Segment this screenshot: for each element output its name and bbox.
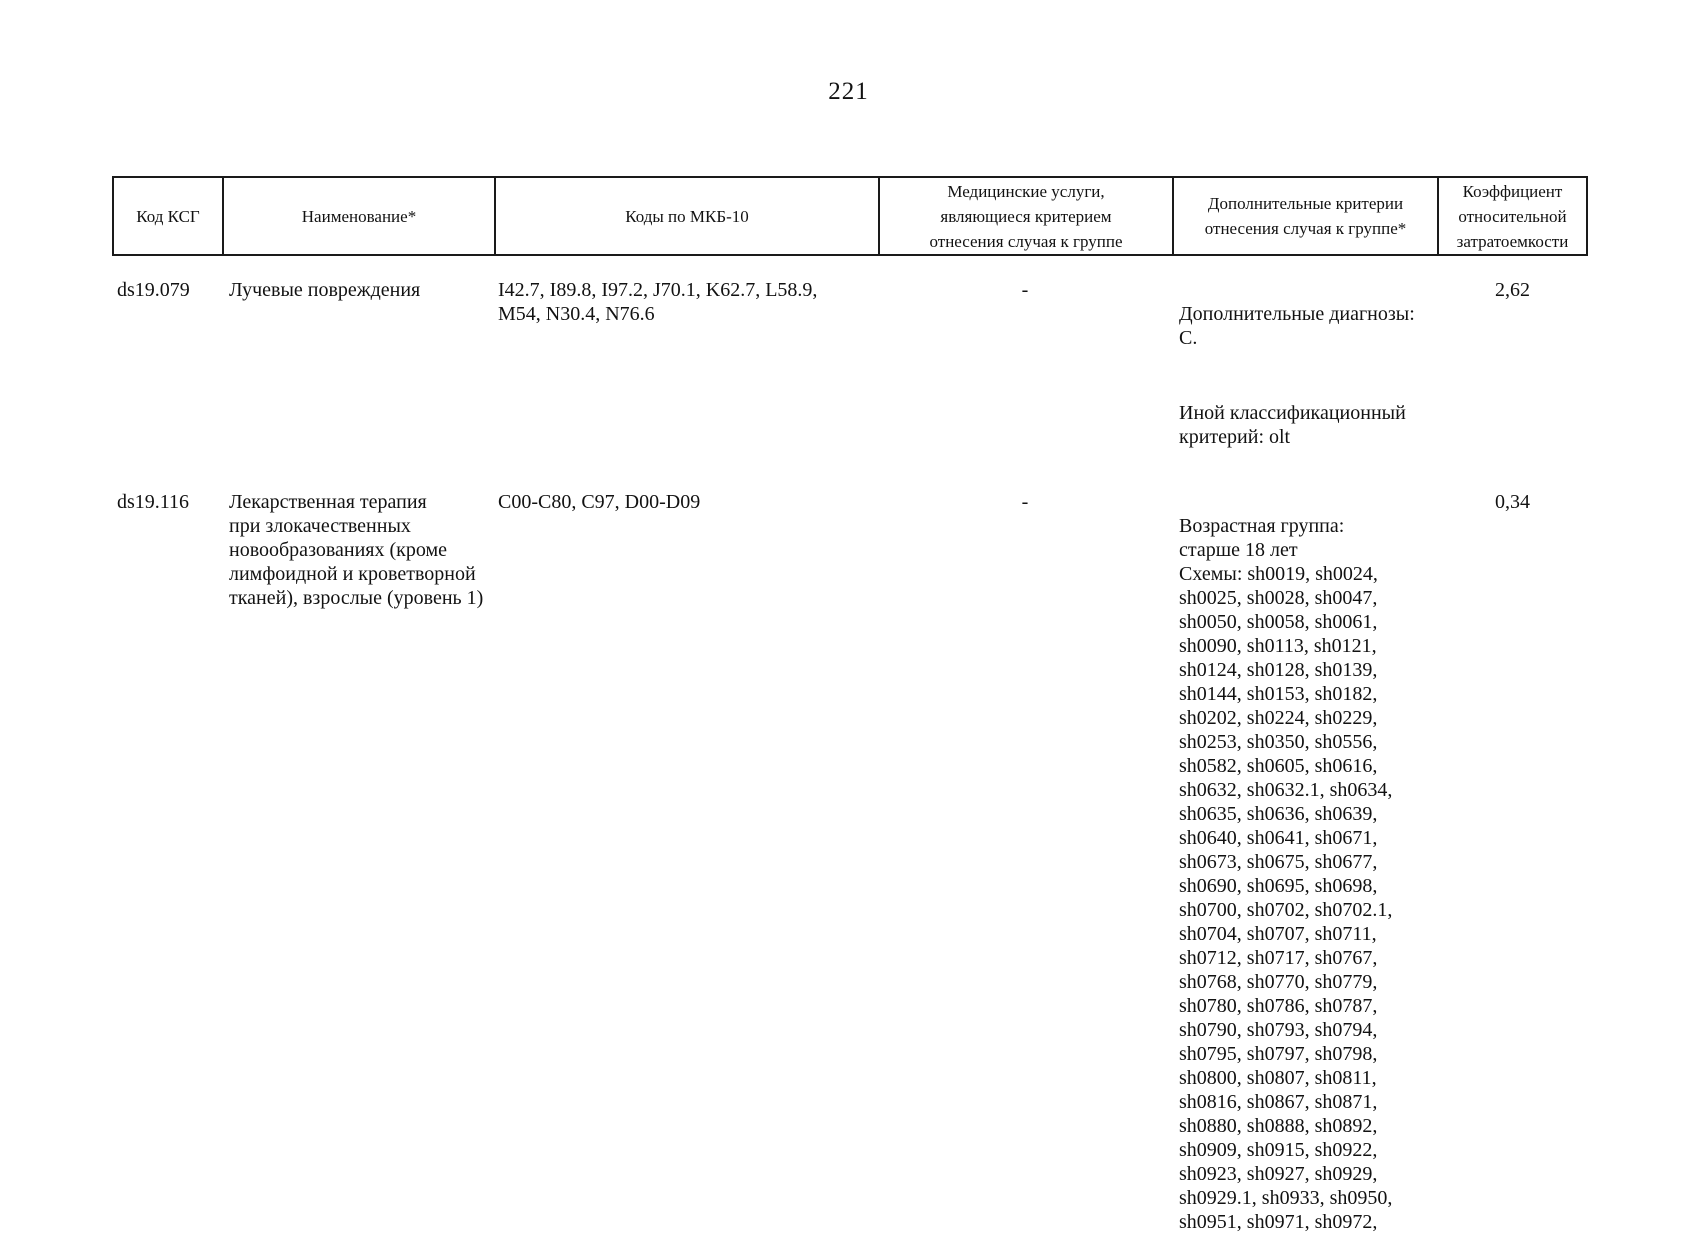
table-body: ds19.079 Лучевые повреждения I42.7, I89.…	[112, 278, 1588, 1258]
table-row: ds19.079 Лучевые повреждения I42.7, I89.…	[112, 278, 1588, 473]
page-number: 221	[828, 78, 869, 105]
cell-medical-services: -	[1021, 491, 1029, 513]
column-header-coefficient: Коэффициент относительной затратоемкости	[1437, 178, 1588, 254]
cell-medical-services: -	[1021, 279, 1029, 301]
cell-icd10-codes: C00-C80, C97, D00-D09	[498, 491, 701, 513]
cell-name: Лучевые повреждения	[229, 279, 421, 301]
table-header-row: Код КСГ Наименование* Коды по МКБ-10 Мед…	[112, 176, 1588, 256]
cell-coefficient: 0,34	[1495, 491, 1530, 513]
cell-icd10-codes: I42.7, I89.8, I97.2, J70.1, K62.7, L58.9…	[498, 279, 818, 325]
criteria-paragraph: Дополнительные диагнозы: C.	[1179, 303, 1415, 349]
column-header-name: Наименование*	[222, 178, 494, 254]
criteria-paragraph: Иной классификационный критерий: olt	[1179, 402, 1406, 448]
cell-additional-criteria: Возрастная группа: старше 18 лет Схемы: …	[1172, 490, 1437, 1258]
ksg-table: Код КСГ Наименование* Коды по МКБ-10 Мед…	[112, 176, 1588, 1258]
column-header-icd10-codes: Коды по МКБ-10	[494, 178, 878, 254]
criteria-paragraph: Возрастная группа: старше 18 лет Схемы: …	[1179, 515, 1393, 1233]
cell-ksg-code: ds19.079	[117, 279, 190, 301]
column-header-ksg-code: Код КСГ	[112, 178, 222, 254]
column-header-medical-services: Медицинские услуги, являющиеся критерием…	[878, 178, 1172, 254]
column-header-additional-criteria: Дополнительные критерии отнесения случая…	[1172, 178, 1437, 254]
cell-additional-criteria: Дополнительные диагнозы: C. Иной классиф…	[1172, 278, 1437, 473]
cell-name: Лекарственная терапия при злокачественны…	[229, 491, 484, 609]
cell-coefficient: 2,62	[1495, 279, 1530, 301]
cell-ksg-code: ds19.116	[117, 491, 190, 513]
table-row: ds19.116 Лекарственная терапия при злока…	[112, 490, 1588, 1258]
